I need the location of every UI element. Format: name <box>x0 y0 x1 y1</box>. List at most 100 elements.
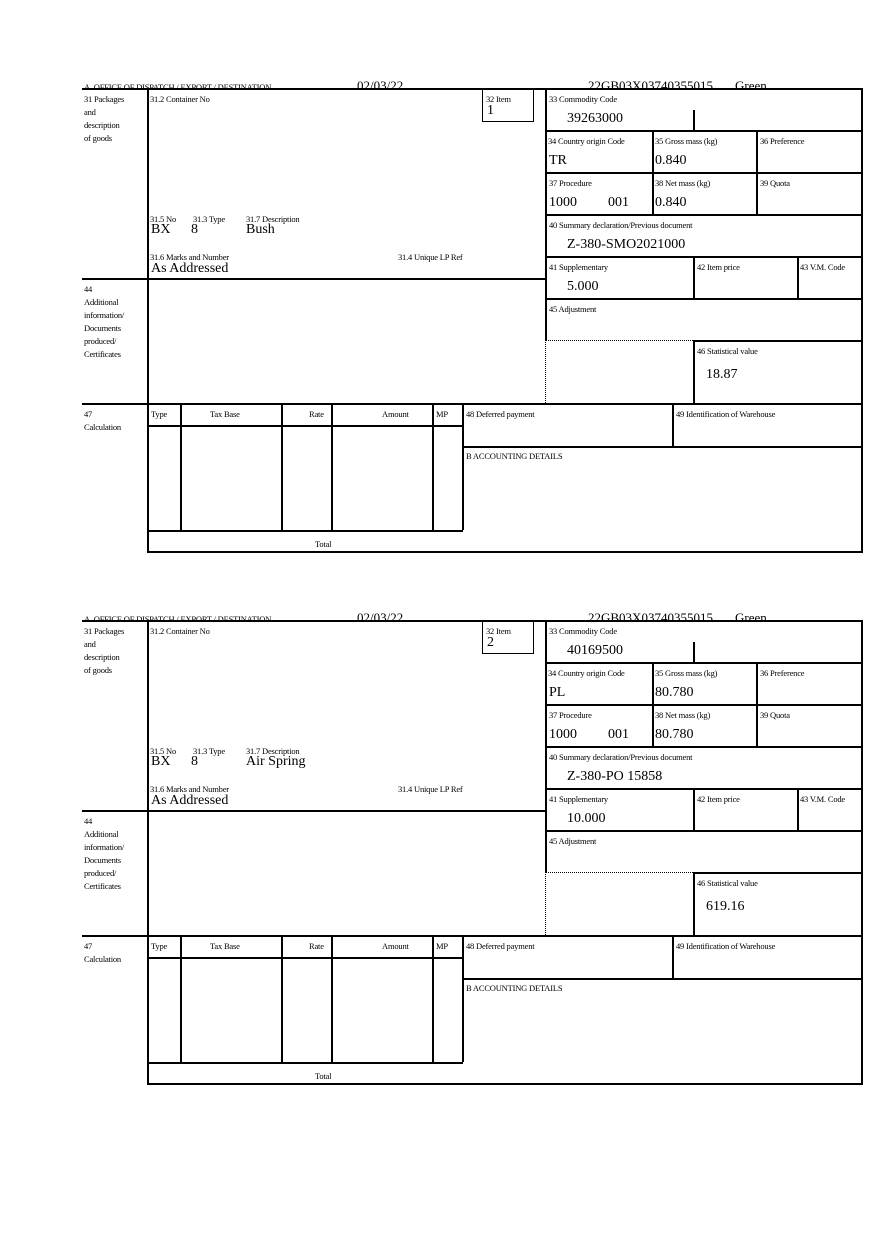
divider <box>545 746 862 748</box>
date: 02/03/22 <box>357 610 404 625</box>
procedure-label: 37 Procedure <box>549 710 592 720</box>
procedure-label: 37 Procedure <box>549 178 592 188</box>
item-number: 1 <box>487 103 494 118</box>
net-mass: 0.840 <box>655 195 687 210</box>
item-price-label: 42 Item price <box>697 794 740 804</box>
commodity-code: 39263000 <box>567 111 623 126</box>
office-label: A. OFFICE OF DISPATCH / EXPORT / DESTINA… <box>84 614 272 624</box>
packages-label: description <box>84 652 120 662</box>
divider <box>82 935 863 937</box>
summary-declaration: Z-380-PO 15858 <box>567 769 663 784</box>
adjustment-label: 45 Adjustment <box>549 836 597 846</box>
quota-label: 39 Quota <box>760 178 790 188</box>
packages-label: and <box>84 639 96 649</box>
warehouse-label: 49 Identification of Warehouse <box>676 941 776 951</box>
divider <box>82 403 863 405</box>
pkg-no-label: 31.5 No <box>150 746 176 756</box>
marks-value: As Addressed <box>151 793 229 808</box>
country-origin: TR <box>549 153 567 168</box>
additional-info-label: information/ <box>84 842 125 852</box>
divider <box>82 810 546 812</box>
commodity-code: 40169500 <box>567 643 623 658</box>
divider <box>432 403 434 530</box>
deferred-payment-label: 48 Deferred payment <box>466 409 535 419</box>
divider <box>545 130 862 132</box>
divider <box>652 130 654 214</box>
gross-mass-label: 35 Gross mass (kg) <box>655 136 718 146</box>
commodity-code-label: 33 Commodity Code <box>549 94 617 104</box>
calc-column-amount: Amount <box>382 409 409 419</box>
divider <box>462 978 862 980</box>
pkg-no: BX <box>151 754 171 769</box>
divider <box>693 872 695 935</box>
calculation-label: 47 <box>84 409 93 419</box>
total-label: Total <box>315 539 332 549</box>
divider <box>281 403 283 530</box>
gross-mass: 0.840 <box>655 153 687 168</box>
calc-column-rate: Rate <box>309 941 324 951</box>
divider <box>693 340 862 342</box>
divider <box>462 446 862 448</box>
pkg-description-label: 31.7 Description <box>246 214 300 224</box>
calc-column-type: Type <box>151 409 168 419</box>
net-mass-label: 38 Net mass (kg) <box>655 710 711 720</box>
container-no-label: 31.2 Container No <box>150 626 210 636</box>
statistical-value: 18.87 <box>706 367 738 382</box>
item-box <box>482 88 534 122</box>
divider <box>797 788 799 830</box>
divider <box>545 298 862 300</box>
reference-number: 22GB03X03740355015 <box>588 78 713 93</box>
procedure-extra: 001 <box>608 195 629 210</box>
calc-column-rate: Rate <box>309 409 324 419</box>
divider <box>693 256 695 298</box>
total-label: Total <box>315 1071 332 1081</box>
divider <box>693 788 695 830</box>
additional-info-label: information/ <box>84 310 125 320</box>
marks-label: 31.6 Marks and Number <box>150 784 229 794</box>
divider <box>545 256 862 258</box>
divider <box>693 642 695 662</box>
packages-label: description <box>84 120 120 130</box>
dotted-divider <box>545 340 546 403</box>
divider <box>147 1083 863 1085</box>
additional-info-label: Documents <box>84 323 121 333</box>
supplementary-label: 41 Supplementary <box>549 262 608 272</box>
additional-info-label: Certificates <box>84 881 121 891</box>
calc-column-mp: MP <box>436 941 448 951</box>
additional-info-label: Additional <box>84 829 119 839</box>
divider <box>756 130 758 214</box>
calculation-label: Calculation <box>84 954 121 964</box>
preference-label: 36 Preference <box>760 668 805 678</box>
office-label: A. OFFICE OF DISPATCH / EXPORT / DESTINA… <box>84 82 272 92</box>
divider <box>672 935 674 978</box>
procedure-code: 1000 <box>549 727 577 742</box>
additional-info-label: Certificates <box>84 349 121 359</box>
dotted-divider <box>545 872 693 873</box>
divider <box>432 935 434 1062</box>
declaration-item-block: A. OFFICE OF DISPATCH / EXPORT / DESTINA… <box>0 78 882 558</box>
country-origin-label: 34 Country origin Code <box>548 136 625 146</box>
divider <box>672 403 674 446</box>
pkg-description: Air Spring <box>246 754 306 769</box>
additional-info-label: Additional <box>84 297 119 307</box>
accounting-details-label: B ACCOUNTING DETAILS <box>466 451 563 461</box>
commodity-code-label: 33 Commodity Code <box>549 626 617 636</box>
calc-column-tax-base: Tax Base <box>210 409 240 419</box>
pkg-description-label: 31.7 Description <box>246 746 300 756</box>
divider <box>82 88 863 90</box>
additional-info-label: produced/ <box>84 336 117 346</box>
divider <box>462 403 464 530</box>
route-status: Green <box>735 78 767 93</box>
supplementary-value: 5.000 <box>567 279 599 294</box>
divider <box>147 425 463 427</box>
divider <box>147 620 149 1084</box>
divider <box>756 662 758 746</box>
item-label: 32 Item <box>486 94 511 104</box>
pkg-type: 8 <box>191 754 198 769</box>
divider <box>82 620 863 622</box>
summary-declaration: Z-380-SMO2021000 <box>567 237 686 252</box>
calc-column-type: Type <box>151 941 168 951</box>
country-origin-label: 34 Country origin Code <box>548 668 625 678</box>
reference-number: 22GB03X03740355015 <box>588 610 713 625</box>
procedure-code: 1000 <box>549 195 577 210</box>
